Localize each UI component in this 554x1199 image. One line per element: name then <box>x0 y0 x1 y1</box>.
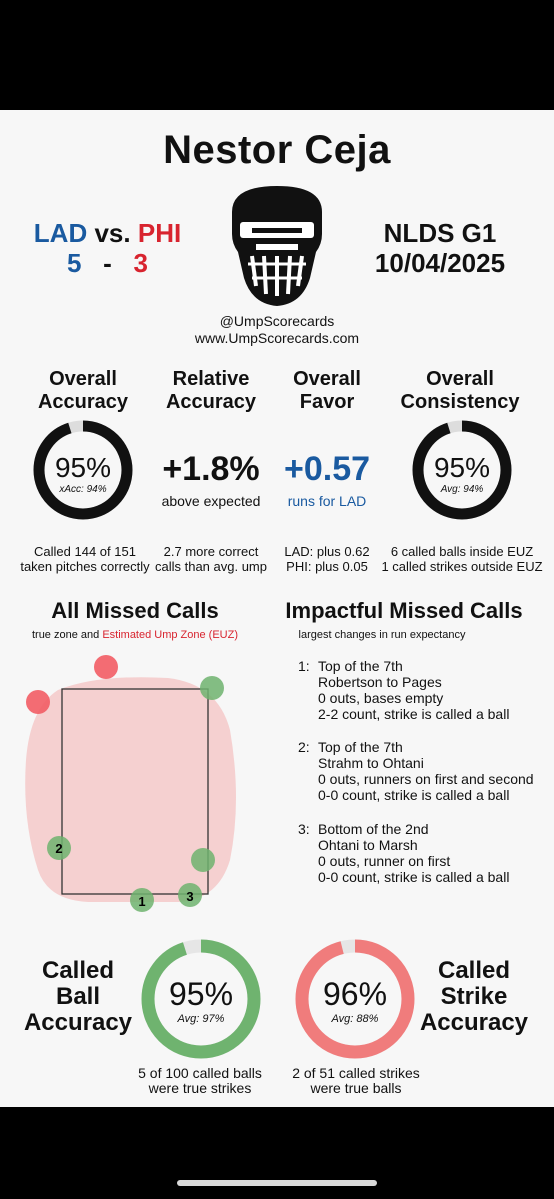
score-dash: - <box>103 248 112 278</box>
impactful-item: 1: Top of the 7th Robertson to Pages 0 ou… <box>298 658 510 722</box>
impactful-missed-calls-title: Impactful Missed Calls <box>285 598 523 623</box>
matchup: LAD vs. PHI 5 - 3 <box>20 218 195 278</box>
away-team: LAD <box>33 218 88 248</box>
vs-label: vs. <box>94 218 131 248</box>
called-strike-note: 2 of 51 called strikes were true balls <box>292 1065 420 1096</box>
impactful-item: 2: Top of the 7th Strahm to Ohtani 0 outs… <box>298 739 534 803</box>
called-strike-avg: Avg: 88% <box>331 1013 379 1025</box>
marker-label: 2 <box>55 841 62 856</box>
marker-label: 1 <box>138 894 145 909</box>
consistency-note: 6 called balls inside EUZ 1 called strike… <box>381 544 543 574</box>
missed-call-point <box>130 888 154 912</box>
relative-accuracy-note: 2.7 more correct calls than avg. ump <box>154 544 267 574</box>
consistency-value: 95% <box>433 452 491 483</box>
missed-calls-plot: 2 1 3 <box>25 655 237 912</box>
missed-call-point <box>191 848 215 872</box>
relative-accuracy-value: +1.8% <box>162 450 260 488</box>
umpire-mask-icon <box>232 186 322 306</box>
called-strike-ring <box>295 939 415 1059</box>
series-label: NLDS G1 <box>383 218 497 248</box>
overall-accuracy-value: 95% <box>54 452 112 483</box>
all-missed-calls-title: All Missed Calls <box>51 598 219 623</box>
website-link[interactable]: www.UmpScorecards.com <box>194 330 360 346</box>
overall-favor-value: +0.57 <box>283 450 371 488</box>
called-strike-title: Called Strike Accuracy <box>419 957 529 1036</box>
relative-accuracy-sub: above expected <box>161 493 261 509</box>
overall-accuracy-title: Overall Accuracy <box>37 368 129 413</box>
away-score: 5 <box>67 248 82 278</box>
missed-call-point <box>26 690 50 714</box>
consistency-avg: Avg: 94% <box>440 484 484 495</box>
called-ball-avg: Avg: 97% <box>177 1013 225 1025</box>
missed-call-point <box>200 676 224 700</box>
called-ball-value: 95% <box>168 976 234 1012</box>
called-ball-note: 5 of 100 called balls were true strikes <box>138 1065 262 1096</box>
called-ball-ring <box>141 939 261 1059</box>
impactful-subtitle: largest changes in run expectancy <box>298 629 466 641</box>
game-date: 10/04/2025 <box>374 248 506 278</box>
home-indicator[interactable] <box>177 1180 377 1186</box>
missed-call-point <box>47 836 71 860</box>
handles: @UmpScorecards www.UmpScorecards.com <box>150 313 404 347</box>
missed-calls-subtitle: true zone and Estimated Ump Zone (EUZ) <box>31 629 239 641</box>
game-info: NLDS G1 10/04/2025 <box>350 218 530 278</box>
missed-call-point <box>178 883 202 907</box>
consistency-ring <box>412 420 512 520</box>
home-score: 3 <box>133 248 148 278</box>
marker-label: 3 <box>186 889 193 904</box>
euz-region <box>25 677 237 902</box>
scorecard: Nestor Ceja LAD vs. PHI 5 - 3 NLDS G1 10… <box>0 110 554 1107</box>
overall-consistency-title: Overall Consistency <box>400 368 520 413</box>
missed-call-point <box>94 655 118 679</box>
overall-favor-note: LAD: plus 0.62 PHI: plus 0.05 <box>284 544 370 574</box>
relative-accuracy-title: Relative Accuracy <box>165 368 257 413</box>
umpire-name: Nestor Ceja <box>163 128 391 172</box>
overall-favor-sub: runs for LAD <box>287 493 367 509</box>
overall-accuracy-ring <box>33 420 133 520</box>
home-team: PHI <box>137 218 182 248</box>
twitter-handle[interactable]: @UmpScorecards <box>219 313 335 329</box>
overall-accuracy-xacc: xAcc: 94% <box>59 484 107 495</box>
impactful-item: 3: Bottom of the 2nd Ohtani to Marsh 0 ou… <box>298 821 510 885</box>
overall-accuracy-note: Called 144 of 151 taken pitches correctly <box>20 544 150 574</box>
overall-favor-title: Overall Favor <box>293 368 361 413</box>
called-strike-value: 96% <box>322 976 388 1012</box>
called-ball-title: Called Ball Accuracy <box>23 957 133 1036</box>
